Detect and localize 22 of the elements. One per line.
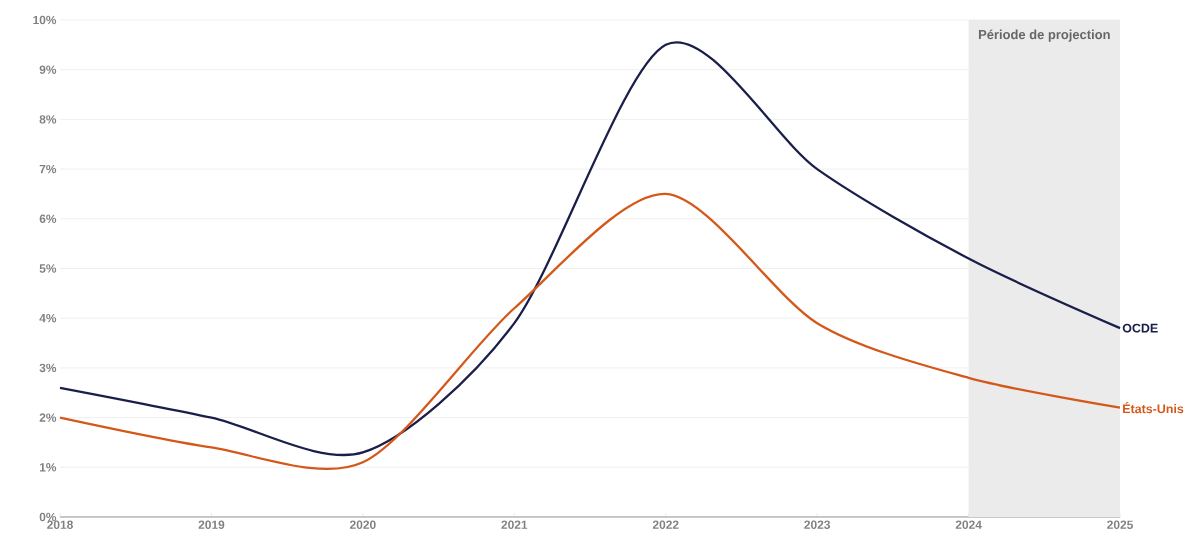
- band-label: Période de projection: [978, 29, 1110, 42]
- x-tick-label: 2024: [955, 520, 982, 529]
- y-tick-label: 6%: [39, 214, 57, 224]
- x-tick-label: 2019: [198, 520, 225, 529]
- y-tick-label: 0%: [39, 512, 57, 522]
- x-tick-label: 2021: [501, 520, 528, 529]
- series-label: États-Unis: [1123, 402, 1184, 414]
- x-tick-label: 2025: [1107, 520, 1133, 529]
- y-tick-label: 8%: [39, 115, 57, 124]
- x-tick-label: 2018: [47, 520, 73, 529]
- y-tick-label: 5%: [39, 264, 57, 273]
- y-tick-label: 7%: [39, 164, 57, 174]
- y-tick-label: 3%: [39, 363, 57, 373]
- y-tick-label: 9%: [39, 65, 57, 74]
- x-tick-label: 2020: [350, 520, 376, 529]
- y-tick-label: 10%: [33, 15, 57, 25]
- series-label: OCDE: [1122, 323, 1158, 333]
- x-tick-label: 2023: [804, 520, 831, 529]
- x-tick-label: 2022: [652, 520, 679, 529]
- y-tick-label: 1%: [39, 463, 57, 472]
- y-tick-label: 4%: [39, 313, 57, 323]
- y-tick-label: 2%: [39, 413, 57, 422]
